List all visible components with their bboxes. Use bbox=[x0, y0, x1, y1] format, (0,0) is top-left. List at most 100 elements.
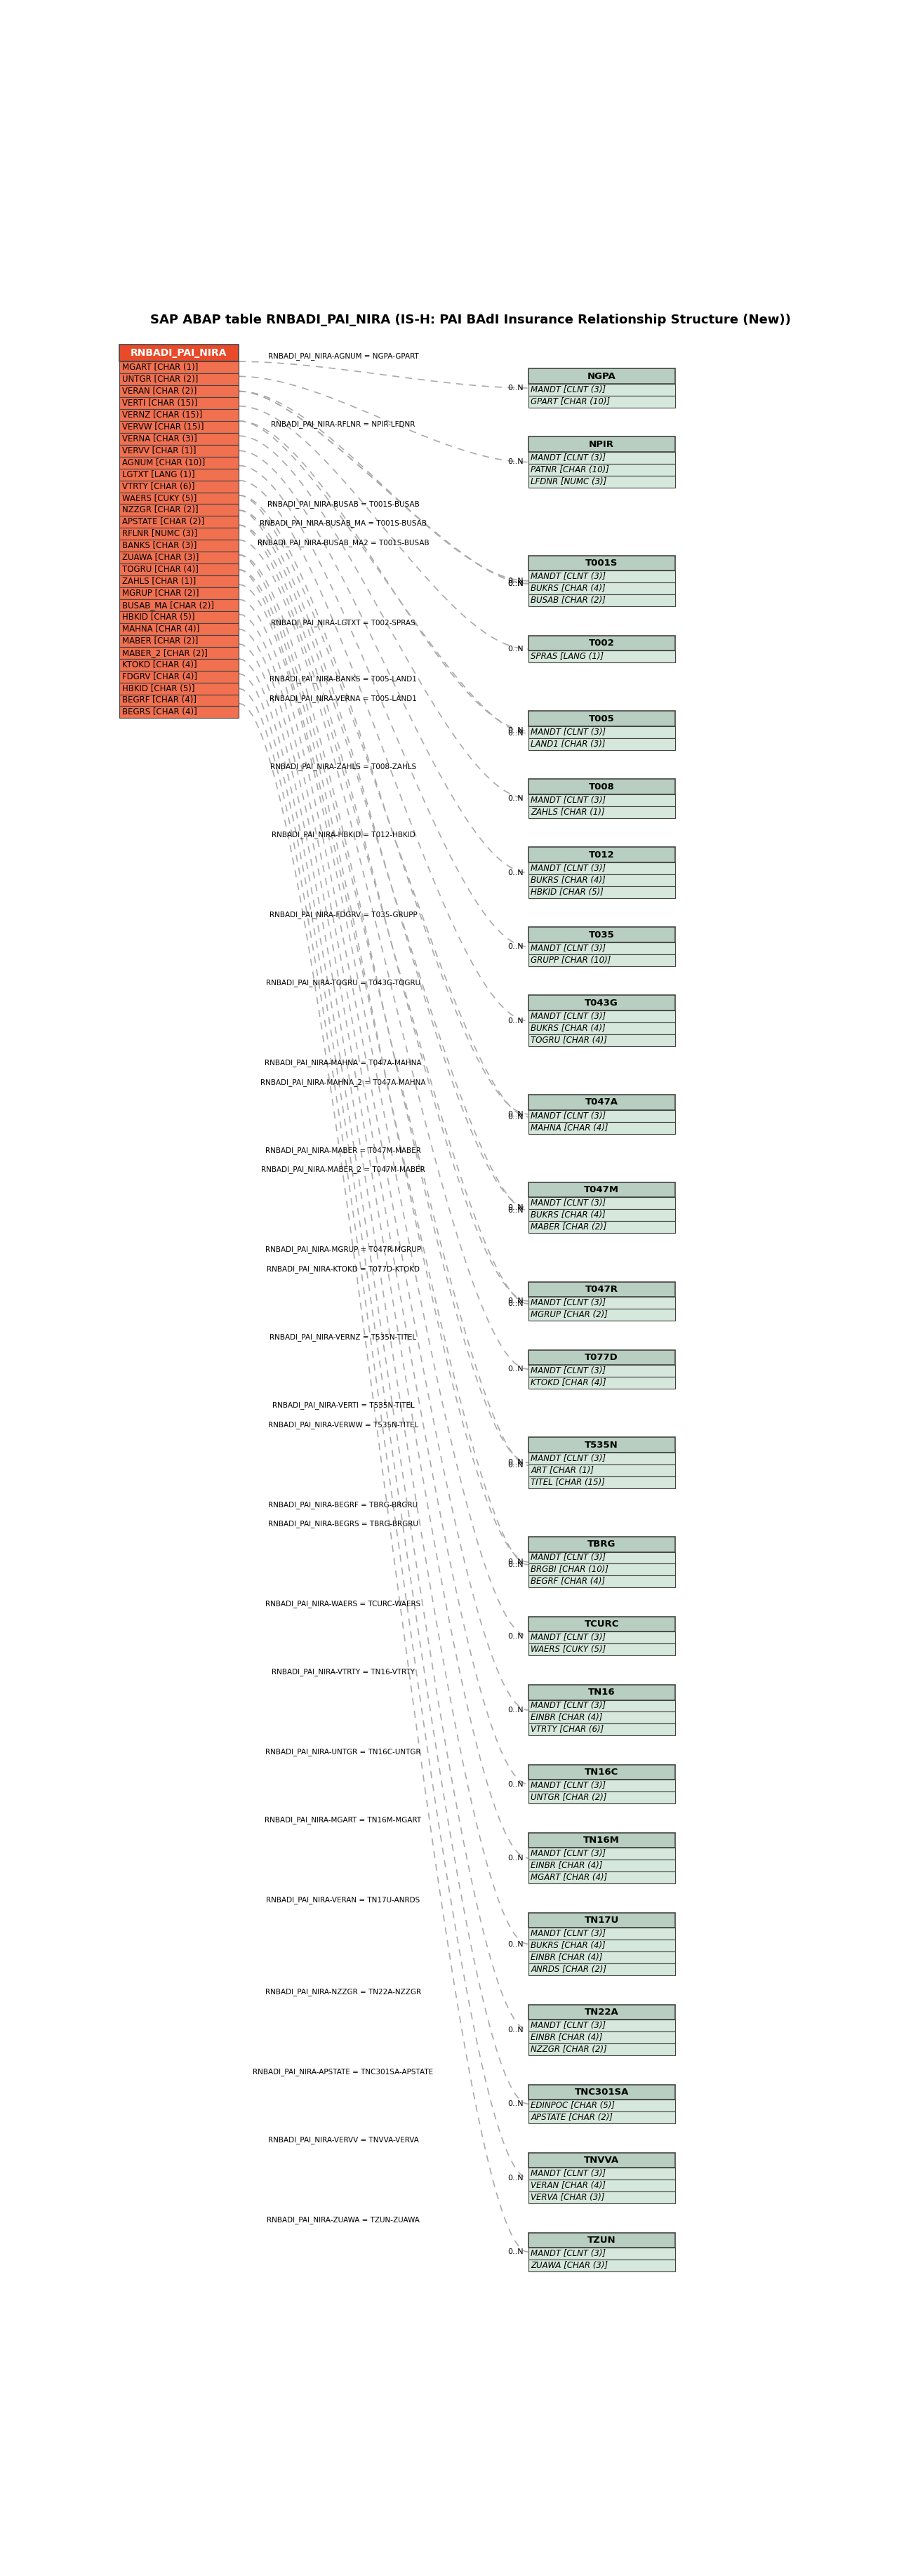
Bar bbox=[119, 706, 239, 719]
Bar bbox=[528, 1564, 675, 1577]
Bar bbox=[528, 1453, 675, 1463]
Bar bbox=[528, 1793, 675, 1803]
Text: ZUAWA [CHAR (3)]: ZUAWA [CHAR (3)] bbox=[122, 554, 198, 562]
Text: RNBADI_PAI_NIRA-BEGRS = TBRG-BRGRU: RNBADI_PAI_NIRA-BEGRS = TBRG-BRGRU bbox=[268, 1520, 419, 1528]
Bar bbox=[528, 1095, 675, 1110]
Text: MANDT [CLNT (3)]: MANDT [CLNT (3)] bbox=[531, 726, 606, 737]
Text: MANDT [CLNT (3)]: MANDT [CLNT (3)] bbox=[531, 1633, 606, 1643]
Text: MGART [CHAR (4)]: MGART [CHAR (4)] bbox=[531, 1873, 608, 1883]
Bar bbox=[119, 361, 239, 374]
Text: RFLNR [NUMC (3)]: RFLNR [NUMC (3)] bbox=[122, 528, 197, 538]
Text: 0..N: 0..N bbox=[508, 647, 524, 652]
Bar bbox=[528, 1577, 675, 1587]
Text: ANRDS [CHAR (2)]: ANRDS [CHAR (2)] bbox=[531, 1965, 607, 1973]
Bar bbox=[119, 446, 239, 456]
Text: MABER [CHAR (2)]: MABER [CHAR (2)] bbox=[122, 636, 198, 647]
Bar bbox=[528, 1463, 675, 1476]
Text: T001S: T001S bbox=[586, 559, 618, 567]
Bar bbox=[528, 2084, 675, 2099]
Text: MANDT [CLNT (3)]: MANDT [CLNT (3)] bbox=[531, 572, 606, 582]
Text: VERVA [CHAR (3)]: VERVA [CHAR (3)] bbox=[531, 2192, 605, 2202]
Bar bbox=[528, 994, 675, 1010]
Text: BEGRF [CHAR (4)]: BEGRF [CHAR (4)] bbox=[531, 1577, 605, 1587]
Text: TNC301SA: TNC301SA bbox=[575, 2087, 629, 2097]
Text: MANDT [CLNT (3)]: MANDT [CLNT (3)] bbox=[531, 1298, 606, 1309]
Bar bbox=[528, 1365, 675, 1376]
Bar bbox=[528, 1963, 675, 1976]
Bar bbox=[119, 420, 239, 433]
Text: MANDT [CLNT (3)]: MANDT [CLNT (3)] bbox=[531, 1012, 606, 1020]
Text: WAERS [CUKY (5)]: WAERS [CUKY (5)] bbox=[531, 1646, 606, 1654]
Text: T002: T002 bbox=[588, 639, 614, 647]
Text: TOGRU [CHAR (4)]: TOGRU [CHAR (4)] bbox=[531, 1036, 608, 1046]
Bar bbox=[528, 1296, 675, 1309]
Text: MANDT [CLNT (3)]: MANDT [CLNT (3)] bbox=[531, 1365, 606, 1376]
Text: KTOKD [CHAR (4)]: KTOKD [CHAR (4)] bbox=[122, 659, 196, 670]
Text: MANDT [CLNT (3)]: MANDT [CLNT (3)] bbox=[531, 1110, 606, 1121]
Bar bbox=[528, 2154, 675, 2169]
Text: HBKID [CHAR (5)]: HBKID [CHAR (5)] bbox=[122, 613, 195, 621]
Bar bbox=[528, 572, 675, 582]
Bar bbox=[528, 1309, 675, 1321]
Text: 0..N: 0..N bbox=[508, 1463, 524, 1468]
Text: MAHNA [CHAR (4)]: MAHNA [CHAR (4)] bbox=[122, 623, 199, 634]
Text: ART [CHAR (1)]: ART [CHAR (1)] bbox=[531, 1466, 594, 1476]
Text: TBRG: TBRG bbox=[588, 1540, 616, 1548]
Text: SPRAS [LANG (1)]: SPRAS [LANG (1)] bbox=[531, 652, 604, 662]
Text: RNBADI_PAI_NIRA-BANKS = T005-LAND1: RNBADI_PAI_NIRA-BANKS = T005-LAND1 bbox=[270, 675, 417, 683]
Bar bbox=[528, 1538, 675, 1551]
Text: RNBADI_PAI_NIRA-KTOKD = T077D-KTOKD: RNBADI_PAI_NIRA-KTOKD = T077D-KTOKD bbox=[267, 1265, 420, 1273]
Text: EDINPOC [CHAR (5)]: EDINPOC [CHAR (5)] bbox=[531, 2102, 615, 2110]
Text: RNBADI_PAI_NIRA-NZZGR = TN22A-NZZGR: RNBADI_PAI_NIRA-NZZGR = TN22A-NZZGR bbox=[265, 1989, 421, 1996]
Text: RNBADI_PAI_NIRA-MGRUP = T047R-MGRUP: RNBADI_PAI_NIRA-MGRUP = T047R-MGRUP bbox=[265, 1247, 421, 1255]
Text: RNBADI_PAI_NIRA-VERAN = TN17U-ANRDS: RNBADI_PAI_NIRA-VERAN = TN17U-ANRDS bbox=[266, 1896, 420, 1904]
Text: LGTXT [LANG (1)]: LGTXT [LANG (1)] bbox=[122, 469, 195, 479]
Text: VERVV [CHAR (1)]: VERVV [CHAR (1)] bbox=[122, 446, 196, 456]
Text: T012: T012 bbox=[588, 850, 614, 860]
Text: RNBADI_PAI_NIRA-BUSAB = T001S-BUSAB: RNBADI_PAI_NIRA-BUSAB = T001S-BUSAB bbox=[267, 500, 420, 507]
Text: NZZGR [CHAR (2)]: NZZGR [CHAR (2)] bbox=[531, 2045, 607, 2053]
Bar bbox=[528, 652, 675, 662]
Text: 0..N: 0..N bbox=[508, 580, 524, 587]
Text: EINBR [CHAR (4)]: EINBR [CHAR (4)] bbox=[531, 2032, 603, 2043]
Text: ZAHLS [CHAR (1)]: ZAHLS [CHAR (1)] bbox=[531, 809, 605, 817]
Text: 0..N: 0..N bbox=[508, 1365, 524, 1373]
Bar bbox=[528, 477, 675, 487]
Text: RNBADI_PAI_NIRA-APSTATE = TNC301SA-APSTATE: RNBADI_PAI_NIRA-APSTATE = TNC301SA-APSTA… bbox=[253, 2069, 433, 2076]
Bar bbox=[528, 726, 675, 739]
Text: 0..N: 0..N bbox=[508, 1298, 524, 1303]
Text: TNVVA: TNVVA bbox=[584, 2156, 619, 2164]
Text: RNBADI_PAI_NIRA-MABER_2 = T047M-MABER: RNBADI_PAI_NIRA-MABER_2 = T047M-MABER bbox=[261, 1167, 425, 1175]
Text: T043G: T043G bbox=[585, 999, 619, 1007]
Bar bbox=[528, 2004, 675, 2020]
Text: 0..N: 0..N bbox=[508, 2027, 524, 2032]
Text: VERTI [CHAR (15)]: VERTI [CHAR (15)] bbox=[122, 399, 197, 407]
Bar bbox=[528, 806, 675, 819]
Text: 0..N: 0..N bbox=[508, 580, 524, 587]
Bar bbox=[528, 873, 675, 886]
Text: BANKS [CHAR (3)]: BANKS [CHAR (3)] bbox=[122, 541, 196, 551]
Bar bbox=[528, 778, 675, 793]
Text: MANDT [CLNT (3)]: MANDT [CLNT (3)] bbox=[531, 796, 606, 804]
Text: 0..N: 0..N bbox=[508, 726, 524, 734]
Text: BUSAB_MA [CHAR (2)]: BUSAB_MA [CHAR (2)] bbox=[122, 600, 214, 611]
Bar bbox=[119, 541, 239, 551]
Text: RNBADI_PAI_NIRA-FDGRV = T035-GRUPP: RNBADI_PAI_NIRA-FDGRV = T035-GRUPP bbox=[269, 912, 417, 920]
Bar bbox=[528, 1643, 675, 1656]
Bar bbox=[528, 2259, 675, 2272]
Bar bbox=[528, 1860, 675, 1873]
Text: BUKRS [CHAR (4)]: BUKRS [CHAR (4)] bbox=[531, 585, 606, 592]
Text: RNBADI_PAI_NIRA-AGNUM = NGPA-GPART: RNBADI_PAI_NIRA-AGNUM = NGPA-GPART bbox=[268, 353, 419, 361]
Text: T047A: T047A bbox=[585, 1097, 618, 1108]
Text: VERNZ [CHAR (15)]: VERNZ [CHAR (15)] bbox=[122, 410, 202, 420]
Text: TN16M: TN16M bbox=[583, 1837, 620, 1844]
Bar bbox=[119, 647, 239, 659]
Text: MANDT [CLNT (3)]: MANDT [CLNT (3)] bbox=[531, 384, 606, 394]
Bar bbox=[119, 683, 239, 696]
Text: APSTATE [CHAR (2)]: APSTATE [CHAR (2)] bbox=[531, 2112, 613, 2123]
Bar bbox=[119, 634, 239, 647]
Text: GPART [CHAR (10)]: GPART [CHAR (10)] bbox=[531, 397, 610, 407]
Bar bbox=[528, 1476, 675, 1489]
Bar bbox=[119, 696, 239, 706]
Text: LFDNR [NUMC (3)]: LFDNR [NUMC (3)] bbox=[531, 477, 607, 487]
